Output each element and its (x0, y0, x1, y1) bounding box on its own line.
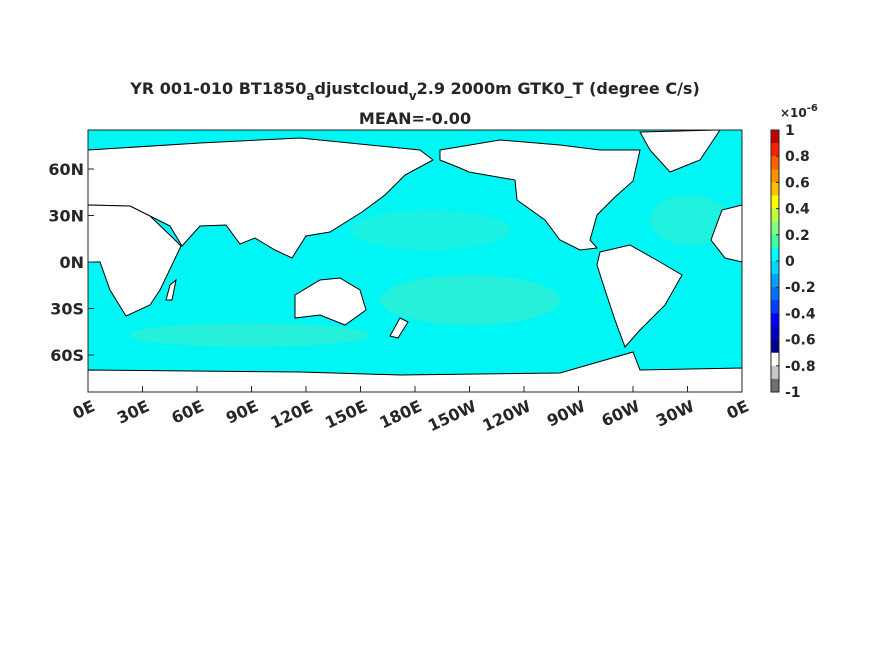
colorbar-swatch (771, 287, 779, 301)
multiplier: ×10 (780, 106, 807, 120)
colorbar-tick-label: 0.6 (785, 175, 810, 191)
x-tick-label: 180E (376, 396, 424, 432)
colorbar-swatch (771, 143, 779, 157)
colorbar-tick-label: 0.2 (785, 228, 810, 244)
title-sub: v (409, 89, 417, 103)
australia (294, 277, 367, 326)
colorbar-swatch (771, 130, 779, 144)
colorbar-swatch (771, 169, 779, 183)
title-part: YR 001-010 BT1850 (129, 79, 306, 98)
colorbar-swatch (771, 378, 779, 393)
x-tick-label: 120E (267, 396, 315, 432)
x-tick-label: 90E (223, 396, 261, 427)
x-tick-label: 150W (425, 396, 480, 435)
colorbar-tick-label: 0.8 (785, 149, 810, 165)
x-tick-label: 60W (598, 396, 643, 430)
colorbar-swatch (771, 365, 779, 380)
colorbar-tick-label: -0.4 (785, 306, 816, 322)
colorbar-swatch (771, 274, 779, 288)
y-tick-label: 30S (50, 300, 84, 319)
colorbar: 1 0.8 0.6 0.4 0.2 0 -0.2 -0.4 -0.6 -0.8 -1 (770, 123, 816, 401)
colorbar-swatch (771, 313, 779, 327)
y-tick-label: 30N (48, 207, 84, 226)
colorbar-swatch (771, 247, 779, 262)
ocean-patch (650, 195, 730, 245)
x-tick-label: 120W (479, 396, 534, 435)
subtitle: MEAN=-0.00 (359, 109, 471, 128)
ocean-patch (350, 210, 510, 250)
x-tick-label: 60E (169, 396, 207, 427)
x-tick-label: 30W (653, 396, 698, 430)
colorbar-swatch (771, 182, 779, 196)
colorbar-swatch (771, 339, 779, 354)
title: YR 001-010 BT1850adjustcloudv2.9 2000m G… (129, 79, 700, 103)
y-tick-label: 60N (48, 160, 84, 179)
map (87, 129, 743, 393)
colorbar-tick-label: 1 (785, 123, 795, 139)
title-part: djustcloud (314, 79, 408, 98)
colorbar-tick-label: 0 (785, 254, 795, 270)
colorbar-tick-label: -1 (785, 385, 801, 401)
colorbar-swatch (771, 221, 779, 236)
south-america (596, 244, 683, 348)
x-tick-label: 0E (724, 396, 752, 423)
colorbar-swatch (771, 352, 779, 367)
ocean-patch (380, 275, 560, 325)
colorbar-tick-label: -0.2 (785, 280, 816, 296)
title-part: 2.9 2000m GTK0_T (degree C/s) (417, 79, 700, 98)
colorbar-multiplier: ×10-6 (780, 103, 818, 120)
eurasia (87, 137, 434, 259)
colorbar-swatch (771, 156, 779, 170)
x-tick-label: 30E (114, 396, 152, 427)
colorbar-tick-label: -0.6 (785, 333, 816, 349)
x-tick-label: 150E (322, 396, 370, 432)
colorbar-swatch (771, 261, 779, 275)
africa-east (87, 204, 182, 317)
colorbar-swatch (771, 195, 779, 210)
colorbar-tick-label: 0.4 (785, 202, 810, 218)
x-tick-label: 0E (70, 396, 98, 423)
x-tick-label: 90W (544, 396, 589, 430)
colorbar-swatch (771, 208, 779, 223)
colorbar-swatch (771, 234, 779, 249)
y-tick-label: 60S (50, 346, 84, 365)
madagascar (165, 278, 177, 301)
y-tick-label: 0N (59, 253, 84, 272)
colorbar-swatch (771, 326, 779, 341)
colorbar-tick-label: -0.8 (785, 359, 816, 375)
new-zealand (389, 317, 409, 339)
title-sub: a (306, 89, 314, 103)
ocean-patch (130, 323, 370, 347)
colorbar-swatch (771, 300, 779, 314)
exponent: -6 (807, 103, 818, 114)
north-america (439, 139, 641, 251)
